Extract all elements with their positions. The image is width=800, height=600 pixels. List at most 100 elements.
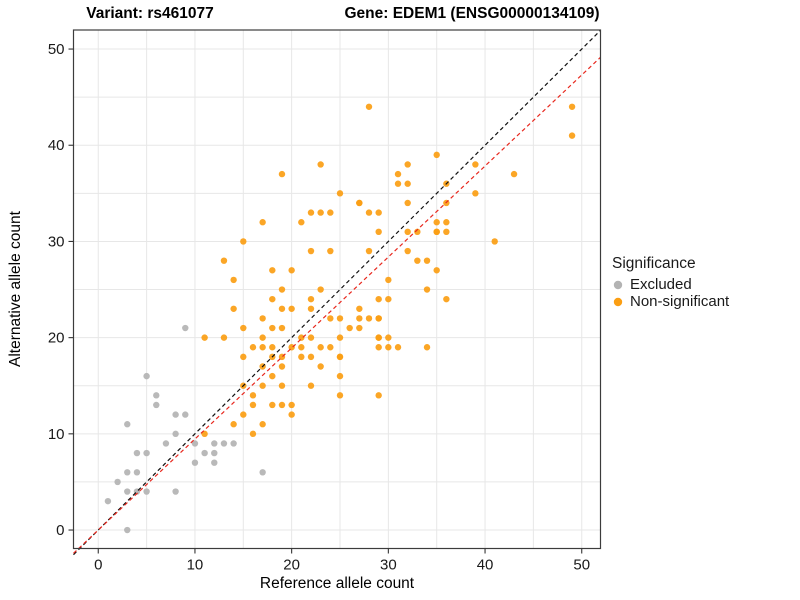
data-point xyxy=(124,469,131,476)
data-point xyxy=(365,103,373,110)
data-point xyxy=(336,315,344,322)
data-point xyxy=(240,353,247,361)
data-point xyxy=(249,401,257,409)
axis-tick-layer: 0 10 20 30 40 50 0 10 20 30 40 50 xyxy=(48,41,590,573)
data-point xyxy=(433,151,440,159)
data-point xyxy=(385,276,392,284)
data-point xyxy=(404,199,411,207)
data-point xyxy=(327,209,334,216)
data-point xyxy=(211,449,218,457)
data-point xyxy=(327,247,334,255)
data-point xyxy=(172,430,179,438)
x-tick-label: 30 xyxy=(380,557,397,574)
y-axis-title: Alternative allele count xyxy=(7,211,24,367)
data-point xyxy=(269,267,276,274)
data-point xyxy=(259,421,266,428)
data-point xyxy=(433,219,440,226)
legend-item-non-significant: Non-significant xyxy=(612,293,729,310)
data-point xyxy=(230,305,237,312)
data-point xyxy=(104,497,112,505)
data-point xyxy=(394,180,402,187)
data-point xyxy=(404,161,411,168)
x-tick-label: 50 xyxy=(573,557,590,574)
data-point xyxy=(124,488,131,495)
data-point xyxy=(259,315,266,322)
data-point xyxy=(124,421,131,428)
data-point xyxy=(191,459,199,466)
data-point xyxy=(240,324,247,332)
y-tick-label: 10 xyxy=(48,426,65,443)
data-point xyxy=(414,228,421,236)
data-point xyxy=(375,315,382,322)
legend-label-non-significant: Non-significant xyxy=(630,293,730,310)
legend-label-excluded: Excluded xyxy=(630,276,692,293)
data-point xyxy=(153,392,160,399)
data-point xyxy=(307,247,315,255)
data-point xyxy=(443,228,450,236)
data-point xyxy=(278,286,286,293)
data-point xyxy=(433,267,440,274)
data-point xyxy=(404,180,411,187)
data-point xyxy=(259,344,266,351)
legend-item-excluded: Excluded xyxy=(612,276,729,293)
data-point xyxy=(211,459,218,466)
data-point xyxy=(172,411,179,418)
data-point xyxy=(404,228,411,236)
x-tick-label: 20 xyxy=(283,557,300,574)
data-point xyxy=(423,344,431,351)
data-point xyxy=(298,353,305,361)
data-point xyxy=(278,305,286,312)
data-point xyxy=(162,440,170,447)
data-point xyxy=(356,199,363,207)
x-axis-title: Reference allele count xyxy=(259,575,415,592)
data-point xyxy=(143,449,150,457)
data-point xyxy=(472,190,479,197)
data-point xyxy=(259,219,266,226)
data-point xyxy=(220,257,228,264)
data-point xyxy=(143,488,150,495)
data-point xyxy=(249,430,257,438)
variant-title: Variant: rs461077 xyxy=(86,5,214,22)
data-point xyxy=(385,334,392,341)
data-point xyxy=(568,132,576,139)
data-point xyxy=(133,469,141,476)
data-point xyxy=(269,344,276,351)
data-point xyxy=(278,382,286,389)
data-point xyxy=(336,334,344,341)
data-point xyxy=(259,334,266,341)
data-point xyxy=(220,334,228,341)
legend-title: Significance xyxy=(612,255,696,272)
excluded-dot-icon xyxy=(613,280,623,289)
data-point xyxy=(394,170,402,178)
data-point xyxy=(394,344,402,351)
point-layer xyxy=(104,103,576,534)
data-point xyxy=(191,440,199,447)
data-point xyxy=(317,209,324,216)
data-point xyxy=(269,401,276,409)
data-point xyxy=(356,324,363,332)
data-point xyxy=(336,372,344,380)
data-point xyxy=(259,382,266,389)
data-point xyxy=(336,353,344,361)
data-point xyxy=(288,411,295,418)
data-point xyxy=(423,257,431,264)
data-point xyxy=(336,392,344,399)
data-point xyxy=(153,401,160,409)
ratio-line xyxy=(73,56,601,554)
non-significant-dot-icon xyxy=(613,297,623,306)
y-tick-label: 30 xyxy=(48,233,65,250)
data-point xyxy=(201,334,208,341)
data-point xyxy=(510,170,518,178)
x-tick-label: 40 xyxy=(477,557,494,574)
data-point xyxy=(307,209,315,216)
data-point xyxy=(259,469,266,476)
data-point xyxy=(356,305,363,312)
data-point xyxy=(491,238,498,245)
data-point xyxy=(317,344,324,351)
x-tick-label: 10 xyxy=(187,557,204,574)
y-tick-label: 0 xyxy=(56,522,64,539)
data-point xyxy=(298,219,305,226)
data-point xyxy=(278,363,286,370)
panel-border xyxy=(72,29,602,550)
data-point xyxy=(230,440,237,447)
